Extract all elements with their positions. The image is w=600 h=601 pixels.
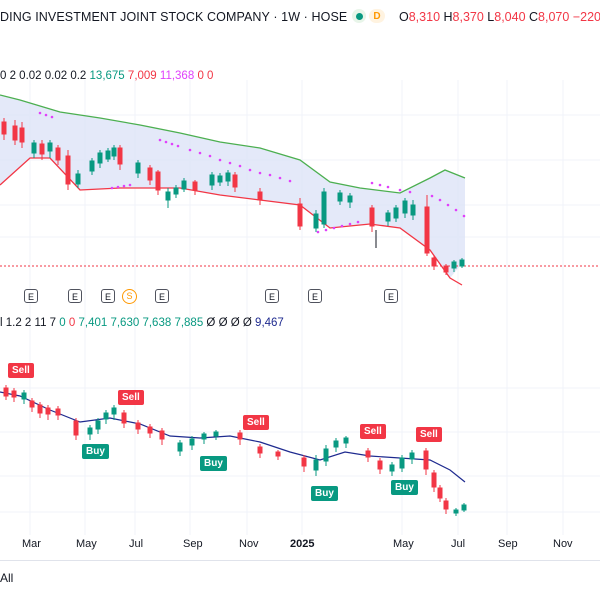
buy-signal-label: Buy <box>200 456 227 471</box>
range-all-button[interactable]: All <box>0 571 14 585</box>
bottom-v2: 7,401 <box>78 317 108 329</box>
bottom-z1: Ø <box>206 317 216 329</box>
bottom-z3: Ø <box>230 317 240 329</box>
sell-signal-label: Sell <box>8 363 34 378</box>
xaxis-label: Jul <box>451 538 466 550</box>
xaxis-label: Mar <box>22 538 41 550</box>
indicator-legend-bottom[interactable]: l 1.2 2 11 7 0 0 7,401 7,630 7,638 7,885… <box>0 317 284 329</box>
sell-signal-label: Sell <box>118 390 144 405</box>
low-value: 8,040 <box>494 10 526 24</box>
close-value: 8,070 <box>538 10 570 24</box>
bottom-candles <box>3 385 467 516</box>
xaxis-label: Sep <box>183 538 203 550</box>
buy-signal-label: Buy <box>311 486 338 501</box>
earnings-event-marker[interactable]: E <box>155 289 169 303</box>
bottom-v3: 7,630 <box>110 317 140 329</box>
split-event-marker[interactable]: S <box>122 289 137 304</box>
xaxis-label: Nov <box>239 538 259 550</box>
indicator-v5: 0 <box>207 70 214 82</box>
indicator-v4: 0 <box>197 70 204 82</box>
xaxis-label: Jul <box>129 538 144 550</box>
low-key: L <box>487 10 495 24</box>
chart-header: DING INVESTMENT JOINT STOCK COMPANY · 1W… <box>0 0 600 34</box>
bottom-v4: 7,638 <box>142 317 172 329</box>
open-key: O <box>399 10 409 24</box>
xaxis-label: Sep <box>498 538 518 550</box>
bottom-z4: Ø <box>242 317 252 329</box>
delay-badge[interactable]: D <box>369 9 385 23</box>
market-status-icon[interactable] <box>352 9 366 23</box>
bottom-v6: 9,467 <box>255 317 284 329</box>
earnings-event-marker[interactable]: E <box>101 289 115 303</box>
upper-band-line <box>0 94 466 194</box>
indicator-lower-value: 7,009 <box>127 70 157 82</box>
open-value: 8,310 <box>408 10 441 24</box>
symbol-title[interactable]: DING INVESTMENT JOINT STOCK COMPANY · 1W… <box>0 10 348 24</box>
indicator-legend-top[interactable]: 0 2 0.02 0.02 0.2 13,675 7,009 11,368 0 … <box>0 70 213 82</box>
xaxis-label: May <box>393 538 414 550</box>
buy-signal-label: Buy <box>391 480 418 495</box>
high-key: H <box>443 10 453 24</box>
moving-average-line <box>0 391 466 483</box>
bottom-v0: 0 <box>59 317 66 329</box>
bottom-params: l 1.2 2 11 7 <box>0 317 57 329</box>
top-candles <box>1 118 465 275</box>
earnings-event-marker[interactable]: E <box>384 289 398 303</box>
bottom-toolbar <box>0 560 600 601</box>
change-value: −220 (− <box>572 10 600 24</box>
bottom-v1: 0 <box>68 317 76 329</box>
xaxis-label: Nov <box>553 538 573 550</box>
xaxis-label: 2025 <box>290 538 315 550</box>
earnings-event-marker[interactable]: E <box>265 289 279 303</box>
indicator-sar-value: 11,368 <box>159 70 195 82</box>
sar-dots <box>38 111 466 234</box>
xaxis-label: May <box>76 538 97 550</box>
buy-signal-label: Buy <box>82 444 109 459</box>
close-key: C <box>529 10 539 24</box>
indicator-params: 0 2 0.02 0.02 0.2 <box>0 70 87 82</box>
earnings-event-marker[interactable]: E <box>68 289 82 303</box>
sell-signal-label: Sell <box>360 424 386 439</box>
ohlc-readout: O8,310 H8,370 L8,040 C8,070 −220 (− <box>399 10 600 24</box>
sell-signal-label: Sell <box>243 415 269 430</box>
earnings-event-marker[interactable]: E <box>308 289 322 303</box>
status-indicators: D <box>352 9 385 23</box>
high-value: 8,370 <box>452 10 484 24</box>
bottom-v5: 7,885 <box>174 317 204 329</box>
lower-band-line <box>0 157 463 286</box>
bottom-z2: Ø <box>218 317 228 329</box>
earnings-event-marker[interactable]: E <box>24 289 38 303</box>
sell-signal-label: Sell <box>416 427 442 442</box>
indicator-upper-value: 13,675 <box>89 70 125 82</box>
